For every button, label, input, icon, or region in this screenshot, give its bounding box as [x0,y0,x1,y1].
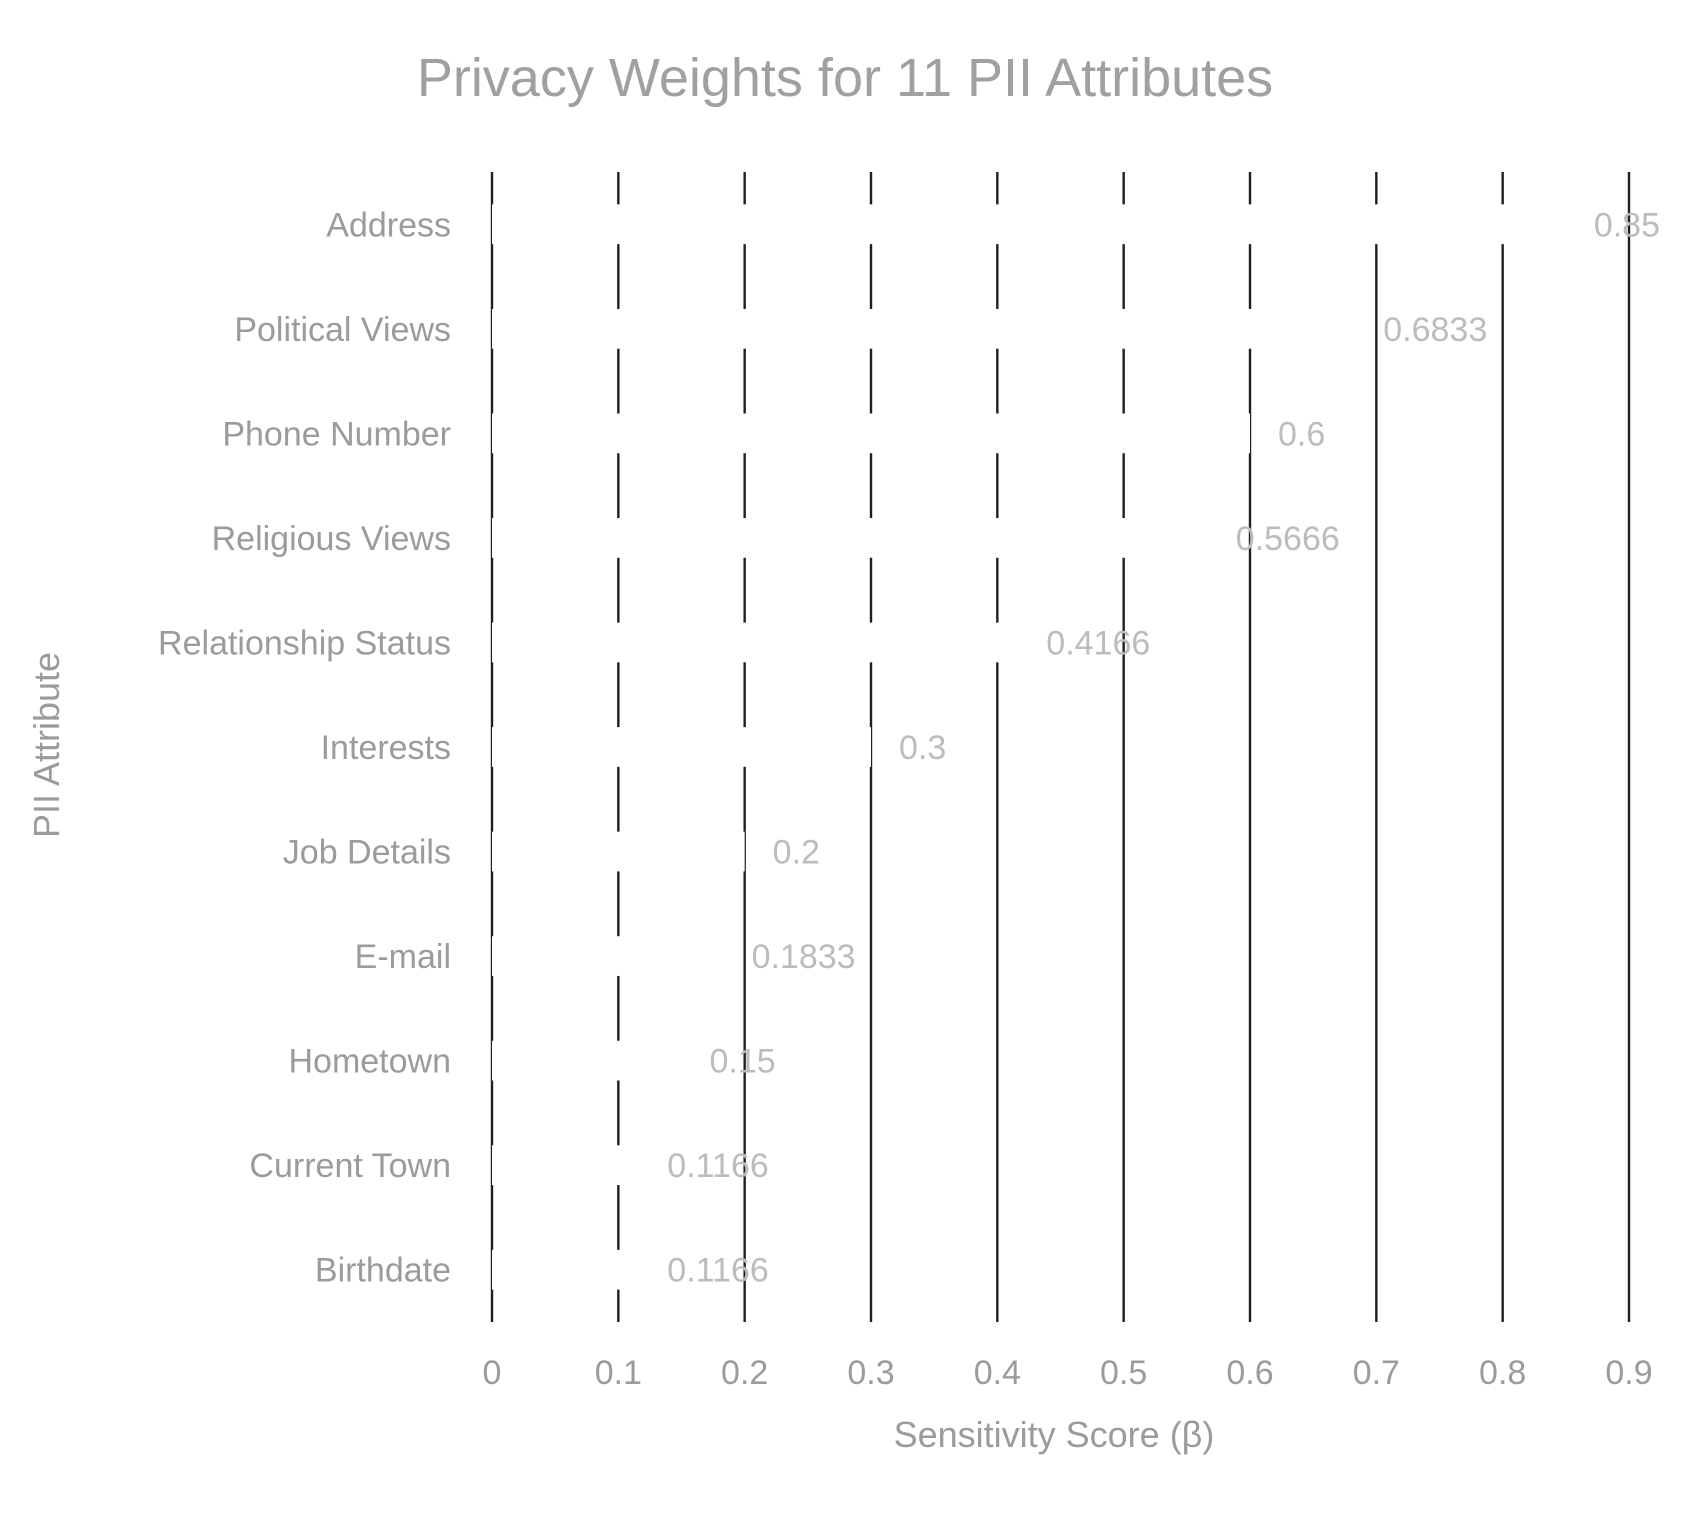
x-tick-label: 0.2 [721,1354,768,1392]
chart-title: Privacy Weights for 11 PII Attributes [417,48,1273,108]
data-label: 0.1166 [667,1147,768,1185]
bar [492,1145,640,1186]
x-tick-label: 0.9 [1605,1354,1652,1392]
bar [492,204,1566,245]
category-label: Phone Number [222,415,451,453]
category-label: Job Details [283,834,451,872]
bar [492,518,1208,558]
data-label: 0.4166 [1046,624,1150,662]
category-label: Political Views [234,311,451,349]
category-label: E-mail [355,938,451,976]
data-label: 0.85 [1594,206,1660,244]
bar [492,308,1356,349]
category-labels: Address Political Views Phone Number Religi… [158,206,451,1289]
bar [492,1249,640,1290]
x-tick-label: 0.5 [1100,1354,1147,1392]
category-label: Hometown [288,1043,451,1081]
data-label: 0.6 [1278,415,1325,453]
x-tick-label: 0.1 [595,1354,642,1392]
x-tick-labels: 0 0.1 0.2 0.3 0.4 0.5 0.6 0.7 0.8 0.9 [483,1354,1653,1392]
x-tick-label: 0.6 [1226,1354,1273,1392]
data-label: 0.15 [710,1043,776,1081]
category-label: Relationship Status [158,624,451,662]
y-axis-label: PII Attribute [26,652,67,838]
bar [492,413,1250,454]
x-tick-label: 0.3 [847,1354,894,1392]
data-labels: 0.85 0.6833 0.6 0.5666 0.4166 0.3 0.2 0.1833 0.1… [667,206,1660,1289]
data-label: 0.2 [773,834,820,872]
data-label: 0.6833 [1383,311,1487,349]
category-label: Address [326,206,451,244]
x-tick-label: 0.4 [974,1354,1021,1392]
data-label: 0.3 [899,729,946,767]
category-label: Interests [321,729,451,767]
category-label: Birthdate [315,1252,451,1290]
category-label: Religious Views [212,520,451,558]
x-axis-label: Sensitivity Score (β) [894,1414,1215,1455]
x-tick-label: 0 [483,1354,502,1392]
bar [492,727,871,767]
gridlines [490,172,1631,1322]
bar [492,831,745,872]
data-label: 0.5666 [1236,520,1340,558]
category-label: Current Town [249,1147,451,1185]
bar [492,1040,682,1081]
bar [492,936,724,976]
data-label: 0.1833 [752,938,856,976]
x-tick-label: 0.8 [1479,1354,1526,1392]
bars [492,204,1566,1290]
x-tick-label: 0.7 [1353,1354,1400,1392]
bar [492,622,1019,663]
data-label: 0.1166 [667,1252,768,1290]
